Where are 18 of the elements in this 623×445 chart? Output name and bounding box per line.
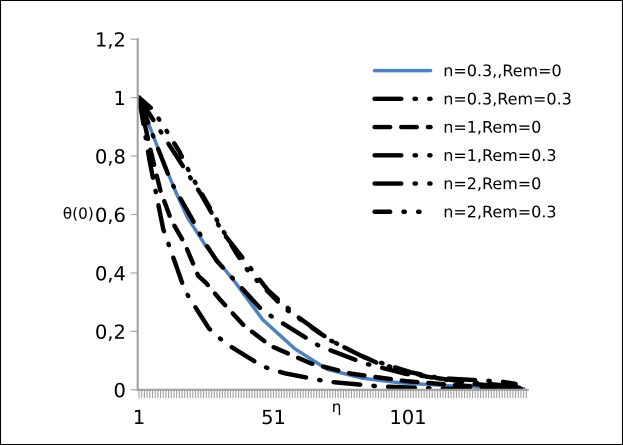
y-tick-label: 1 (116, 90, 124, 105)
y-tick-label: 0,2 (96, 324, 124, 342)
x-tick-label: 101 (392, 410, 425, 424)
y-axis-title: θ(0) (64, 206, 92, 221)
legend-label: n=0.3,Rem=0.3 (444, 92, 571, 106)
legend-label: n=1,Rem=0 (444, 120, 540, 135)
legend-label: n=0.3,,Rem=0 (444, 64, 561, 78)
legend-label: n=2,Rem=0.3 (444, 206, 556, 220)
x-axis-title: η (333, 403, 340, 416)
x-tick-label: 51 (262, 410, 284, 424)
y-tick-label: 0 (114, 382, 125, 398)
legend-label: n=2,Rem=0 (444, 177, 540, 191)
y-tick-label: 0,6 (96, 207, 125, 224)
x-tick-label: 1 (134, 410, 144, 424)
y-tick-label: 0,8 (96, 149, 125, 166)
y-tick-label: 0,4 (96, 266, 125, 283)
y-tick-label: 1,2 (97, 32, 124, 49)
legend-label: n=1,Rem=0.3 (444, 149, 556, 163)
